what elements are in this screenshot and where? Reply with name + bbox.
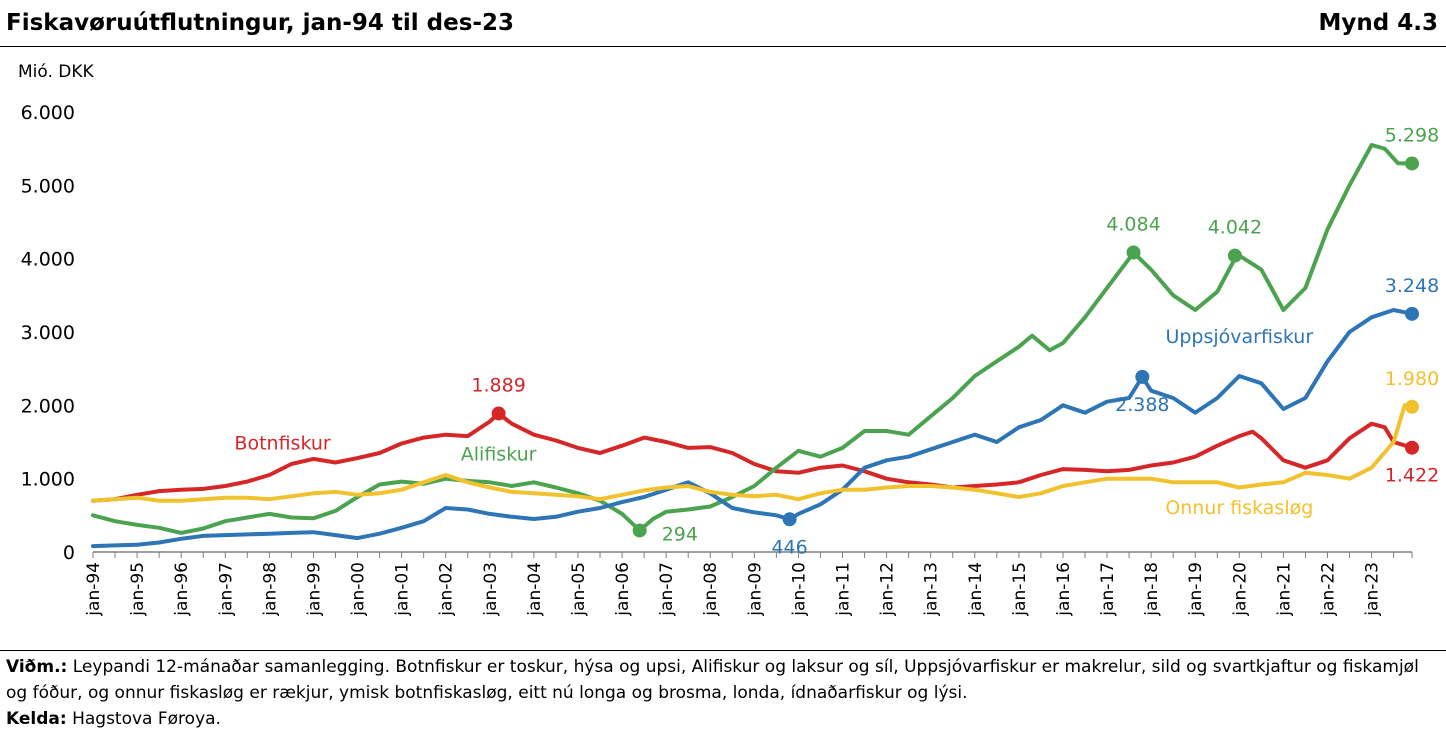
x-tick-label: jan-16 — [1054, 562, 1074, 617]
y-tick-label: 3.000 — [21, 322, 75, 344]
x-tick-label: jan-12 — [878, 562, 898, 617]
data-label-alifiskur: 4.042 — [1208, 217, 1262, 239]
series-label-alifiskur: Alifiskur — [461, 443, 537, 465]
point-marker-botnfiskur — [1405, 440, 1419, 455]
data-label-botnfiskur: 1.422 — [1385, 465, 1439, 487]
point-marker-onnur-fiskasl-g — [1405, 399, 1419, 414]
x-tick-label: jan-10 — [789, 562, 809, 617]
x-tick-label: jan-20 — [1230, 562, 1250, 617]
series-line-botnfiskur — [91, 411, 1414, 503]
y-tick-label: 6.000 — [21, 102, 75, 124]
x-tick-label: jan-06 — [613, 562, 633, 617]
header: Fiskavøruútflutningur, jan-94 til des-23… — [0, 0, 1446, 46]
y-tick-label: 0 — [63, 542, 75, 564]
source-label: Kelda: — [6, 709, 67, 729]
x-tick-label: jan-04 — [525, 562, 545, 617]
source-line: Kelda: Hagstova Føroya. — [6, 706, 1436, 732]
x-tick-label: jan-95 — [128, 562, 148, 617]
data-label-onnur-fiskasl-g: 1.980 — [1385, 368, 1439, 390]
x-tick-label: jan-99 — [304, 562, 324, 617]
x-tick-label: jan-00 — [349, 562, 369, 617]
x-tick-label: jan-96 — [172, 562, 192, 617]
x-tick-label: jan-11 — [834, 562, 854, 617]
y-tick-label: 4.000 — [21, 249, 75, 271]
y-tick-label: 1.000 — [21, 469, 75, 491]
x-tick-label: jan-03 — [481, 562, 501, 617]
footnote: Viðm.: Leypandi 12-mánaðar samanlegging.… — [6, 654, 1436, 706]
point-marker-uppsj-varfiskur — [1405, 306, 1419, 321]
footnote-text: Leypandi 12-mánaðar samanlegging. Botnfi… — [6, 657, 1419, 703]
x-tick-label: jan-19 — [1186, 562, 1206, 617]
x-tick-label: jan-02 — [437, 562, 457, 617]
x-tick-label: jan-01 — [393, 562, 413, 617]
data-label-alifiskur: 4.084 — [1106, 214, 1160, 236]
series-line-alifiskur — [91, 143, 1414, 535]
y-tick-label: 2.000 — [21, 395, 75, 417]
source-text: Hagstova Føroya. — [72, 709, 221, 729]
data-label-uppsj-varfiskur: 446 — [771, 536, 807, 558]
x-tick-label: jan-08 — [701, 562, 721, 617]
data-label-uppsj-varfiskur: 3.248 — [1385, 275, 1439, 297]
series-line-uppsj-varfiskur — [91, 308, 1414, 549]
point-marker-alifiskur — [1227, 248, 1242, 263]
x-tick-label: jan-09 — [745, 562, 765, 617]
point-marker-uppsj-varfiskur — [782, 512, 797, 527]
x-tick-label: jan-97 — [216, 562, 236, 617]
y-tick-label: 5.000 — [21, 175, 75, 197]
point-marker-uppsj-varfiskur — [1135, 369, 1150, 384]
point-marker-alifiskur — [632, 523, 647, 538]
x-tick-label: jan-22 — [1318, 562, 1338, 617]
header-divider — [0, 46, 1446, 47]
point-marker-botnfiskur — [491, 406, 506, 421]
data-label-alifiskur: 5.298 — [1385, 124, 1439, 146]
point-marker-alifiskur — [1126, 245, 1141, 260]
x-tick-label: jan-23 — [1363, 562, 1383, 617]
series-label-uppsj-varfiskur: Uppsjóvarfiskur — [1165, 326, 1313, 348]
x-tick-label: jan-98 — [260, 562, 280, 617]
y-axis-title: Mió. DKK — [18, 62, 95, 82]
footnote-label: Viðm.: — [6, 657, 68, 677]
chart-footer: Viðm.: Leypandi 12-mánaðar samanlegging.… — [6, 654, 1436, 732]
figure-number: Mynd 4.3 — [1318, 10, 1438, 36]
footer-divider — [0, 650, 1446, 651]
point-marker-alifiskur — [1405, 156, 1419, 171]
x-tick-label: jan-07 — [657, 562, 677, 617]
x-tick-label: jan-18 — [1142, 562, 1162, 617]
chart-title: Fiskavøruútflutningur, jan-94 til des-23 — [6, 10, 514, 36]
x-tick-label: jan-14 — [966, 562, 986, 617]
data-label-uppsj-varfiskur: 2.388 — [1115, 394, 1169, 416]
x-tick-label: jan-94 — [84, 562, 104, 617]
x-tick-label: jan-13 — [922, 562, 942, 617]
data-label-alifiskur: 294 — [662, 523, 698, 545]
x-tick-label: jan-05 — [569, 562, 589, 617]
series-line-onnur-fiskasl-g — [91, 403, 1414, 503]
series-label-onnur-fiskasl-g: Onnur fiskasløg — [1165, 497, 1313, 519]
x-tick-label: jan-17 — [1098, 562, 1118, 617]
x-tick-label: jan-15 — [1010, 562, 1030, 617]
x-tick-label: jan-21 — [1274, 562, 1294, 617]
line-chart: Mió. DKK 0 1.000 2.000 3.000 4.000 5.000 6.000 j… — [18, 62, 1439, 617]
series-label-botnfiskur: Botnfiskur — [234, 432, 330, 454]
data-label-botnfiskur: 1.889 — [471, 374, 525, 396]
